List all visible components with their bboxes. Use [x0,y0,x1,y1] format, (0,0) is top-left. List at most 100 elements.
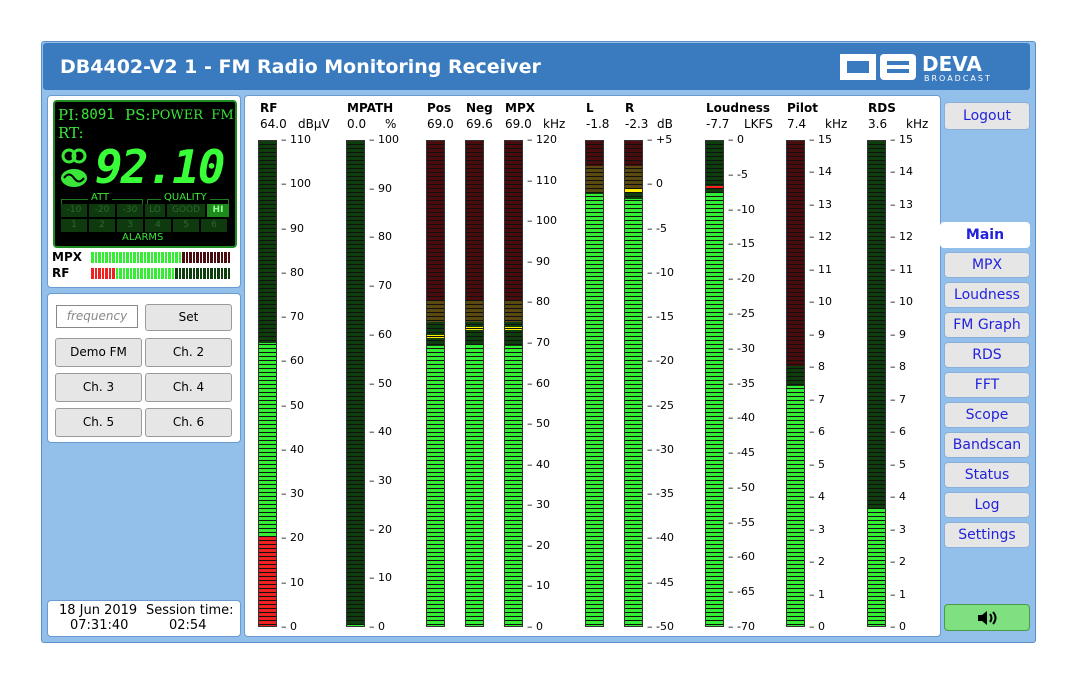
channel-button[interactable]: Ch. 3 [55,373,142,402]
mini-bar-segment [136,252,139,263]
meter-value-neg: 69.6 [466,117,493,131]
sound-button[interactable] [944,604,1030,631]
mini-bar-segment [227,268,230,279]
nav-log[interactable]: Log [944,492,1030,518]
nav-rds[interactable]: RDS [944,342,1030,368]
meter-bar-loudness [705,140,724,627]
deva-logo: DEVA BROADCAST [840,52,1022,83]
meter-label-r: R [625,101,635,115]
mini-bar-segment [178,268,181,279]
meter-label-mpath: MPATH [347,101,394,115]
tick-label: – 20 [281,531,304,545]
mini-bar-segment [171,268,174,279]
channel-button[interactable]: Ch. 6 [145,408,232,437]
mini-bar-segment [217,268,220,279]
frequency-input[interactable]: frequency [56,305,138,328]
mini-bar-segment [98,252,101,263]
quality-indicator: GOOD [167,204,205,217]
mini-bar-segment [122,252,125,263]
nav-mpx[interactable]: MPX [944,252,1030,278]
meter-label-loudness: Loudness [706,101,770,115]
mini-bar-segment [115,252,118,263]
tick-label: – 20 [527,538,550,552]
alarm-indicator: 2 [89,219,115,232]
tick-label: – 0 [369,620,385,633]
tick-label: – -25 [728,306,755,320]
tick-label: – 2 [809,555,825,569]
meter-value-r: -2.3 [625,117,649,131]
tick-label: – -30 [728,341,755,355]
mini-bar-segment [143,268,146,279]
channel-button[interactable]: Ch. 5 [55,408,142,437]
pi-label: PI: [58,106,80,124]
tick-label: – 10 [369,571,392,585]
meter-bar-l [585,140,604,627]
tick-label: – 10 [527,579,550,593]
tick-label: – 6 [809,425,825,439]
tick-label: – -50 [728,480,755,494]
nav-bandscan[interactable]: Bandscan [944,432,1030,458]
meter-label-neg: Neg [466,101,493,115]
tick-label: – 80 [527,295,550,309]
mini-bar-segment [108,268,111,279]
tick-label: – 13 [890,197,913,211]
mini-bar-segment [178,252,181,263]
alarm-indicator: 5 [173,219,199,232]
channel-button[interactable]: Ch. 2 [145,338,232,367]
segment-lines [868,141,885,626]
nav-main[interactable]: Main [940,222,1030,248]
meter-label-mpx: MPX [505,101,535,115]
tick-label: – 15 [809,133,832,146]
meter-label-rf: RF [260,101,278,115]
mini-bar-segment [91,268,94,279]
tick-label: – -10 [647,265,674,279]
meter-label-pos: Pos [427,101,452,115]
mini-bar-segment [126,268,129,279]
tick-label: – -35 [647,487,674,501]
channel-button[interactable]: Ch. 4 [145,373,232,402]
tick-label: – 30 [281,487,304,501]
svg-text:DEVA: DEVA [922,52,982,76]
nav-fm-graph[interactable]: FM Graph [944,312,1030,338]
tick-label: – 8 [890,360,906,374]
nav-settings[interactable]: Settings [944,522,1030,548]
tick-label: – 0 [527,620,543,633]
logout-button[interactable]: Logout [944,102,1030,130]
mini-bar-segment [213,252,216,263]
meter-unit: dBµV [298,117,330,131]
mini-bar-segment [189,252,192,263]
tick-label: – 10 [809,295,832,309]
rt-label: RT: [58,124,84,142]
mini-bar-segment [161,268,164,279]
mini-bar-segment [161,252,164,263]
mini-bar-segment [105,268,108,279]
mini-bar-segment [210,252,213,263]
meter-bar-mpath [346,140,365,627]
mini-bar-segment [182,252,185,263]
nav-status[interactable]: Status [944,462,1030,488]
tick-label: – 20 [369,522,392,536]
tick-label: – -60 [728,550,755,564]
segment-lines [466,141,483,626]
tick-label: – -50 [647,620,674,633]
nav-scope[interactable]: Scope [944,402,1030,428]
meter-unit: LKFS [744,117,773,131]
session-time: 02:54 [169,618,207,633]
tick-label: – -25 [647,398,674,412]
svg-text:BROADCAST: BROADCAST [924,74,992,82]
nav-loudness[interactable]: Loudness [944,282,1030,308]
channel-button[interactable]: Demo FM [55,338,142,367]
mini-bar-segment [220,268,223,279]
tick-label: – 50 [527,417,550,431]
mini-bar-segment [203,252,206,263]
mini-bar-segment [101,252,104,263]
tick-label: – 10 [890,295,913,309]
segment-lines [586,141,603,626]
mini-bar-segment [147,268,150,279]
meter-value-loudness: -7.7 [706,117,730,131]
mini-bar-segment [157,252,160,263]
nav-fft[interactable]: FFT [944,372,1030,398]
tick-label: – 1 [890,587,906,601]
quality-indicator: LO [145,204,165,217]
set-button[interactable]: Set [145,304,232,331]
